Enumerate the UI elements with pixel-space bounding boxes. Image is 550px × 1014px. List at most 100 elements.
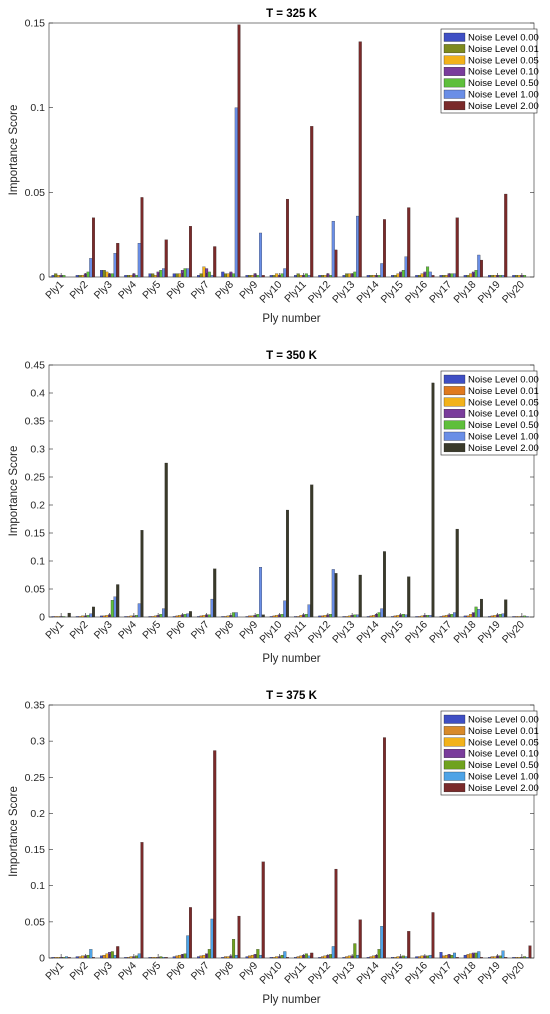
bar [320, 275, 324, 278]
bar [256, 275, 260, 278]
bar [248, 275, 252, 278]
bar [129, 275, 133, 278]
x-tick-label: Ply16 [403, 279, 430, 306]
x-tick-label: Ply1 [43, 279, 66, 302]
y-tick-label: 0.3 [30, 444, 45, 456]
bar [164, 239, 168, 278]
bar [151, 957, 155, 959]
bar [65, 956, 69, 959]
bar [488, 275, 491, 278]
bar [248, 615, 252, 618]
bar [81, 955, 85, 959]
x-tick-label: Ply6 [165, 619, 188, 642]
chart-panel-1: 0 0.05 0.1 0.15 Ply1 Ply2 Ply3 Ply4 Ply5 Ply6 Ply7… [8, 8, 539, 325]
bar [202, 615, 206, 618]
bar [148, 273, 152, 278]
bar [331, 569, 335, 618]
bar [356, 614, 360, 618]
bar [353, 943, 357, 959]
bar [213, 568, 217, 618]
bar [393, 615, 397, 618]
y-tick-label: 0.1 [30, 880, 45, 892]
bar [126, 616, 130, 618]
x-tick-label: Ply5 [140, 619, 163, 642]
bar [67, 612, 71, 618]
bar [261, 614, 265, 618]
bar [92, 957, 95, 959]
legend-swatch [443, 55, 466, 65]
bar [304, 953, 308, 959]
legend-swatch [443, 443, 466, 453]
legend-label: Noise Level 0.10 [468, 409, 539, 420]
bar [490, 956, 494, 959]
bar [383, 551, 386, 618]
bar [140, 530, 144, 618]
bar [272, 957, 276, 959]
bar [197, 275, 200, 278]
bar [56, 275, 60, 278]
bar [342, 957, 346, 959]
bar [466, 615, 470, 618]
bar [245, 275, 249, 278]
y-tick-label: 0.4 [30, 388, 45, 400]
y-tick-label: 0.3 [30, 736, 45, 748]
bar [517, 275, 521, 278]
bar [213, 750, 217, 959]
legend-label: Noise Level 0.00 [468, 33, 539, 44]
bar [221, 616, 225, 618]
bar [272, 615, 276, 618]
bar [261, 275, 265, 278]
bar [110, 600, 114, 618]
bar [426, 266, 430, 278]
bar [318, 275, 322, 278]
x-tick-label: Ply20 [500, 279, 527, 306]
bar [415, 616, 419, 618]
bar [488, 957, 491, 959]
bar [474, 952, 478, 959]
legend-label: Noise Level 0.10 [468, 749, 539, 760]
bar [426, 955, 430, 959]
bar [469, 614, 473, 618]
bar [221, 957, 225, 959]
bar [439, 275, 443, 278]
bar [269, 616, 273, 618]
bar [56, 616, 60, 618]
bar [347, 273, 351, 278]
y-tick-label: 0.15 [25, 844, 46, 856]
bar [92, 606, 95, 618]
bar [124, 275, 128, 278]
bar [404, 614, 408, 618]
bar [356, 954, 360, 959]
bar [396, 273, 400, 278]
x-axis-label: Ply number [262, 653, 320, 665]
legend-swatch [443, 737, 466, 747]
bar [129, 615, 133, 618]
bar [280, 614, 284, 618]
y-tick-label: 0.45 [25, 360, 46, 372]
x-tick-label: Ply12 [306, 619, 333, 646]
bar [272, 275, 276, 278]
bar [137, 243, 141, 278]
bar [407, 576, 411, 618]
bar [356, 215, 360, 278]
bar [51, 275, 55, 278]
bar [129, 956, 133, 959]
bar [75, 275, 79, 278]
legend-swatch [443, 67, 466, 76]
bar [512, 275, 516, 278]
bar [380, 263, 384, 278]
bar [178, 954, 182, 959]
bar [116, 584, 120, 618]
bar [89, 613, 93, 618]
y-tick-label: 0.15 [25, 528, 46, 540]
bar [498, 275, 502, 278]
bar [517, 616, 521, 618]
legend-label: Noise Level 0.50 [468, 78, 539, 89]
legend-swatch [443, 374, 466, 384]
bar [474, 270, 478, 278]
bar [100, 270, 103, 278]
bar [197, 956, 200, 959]
bar [329, 275, 333, 278]
bar [393, 957, 397, 959]
